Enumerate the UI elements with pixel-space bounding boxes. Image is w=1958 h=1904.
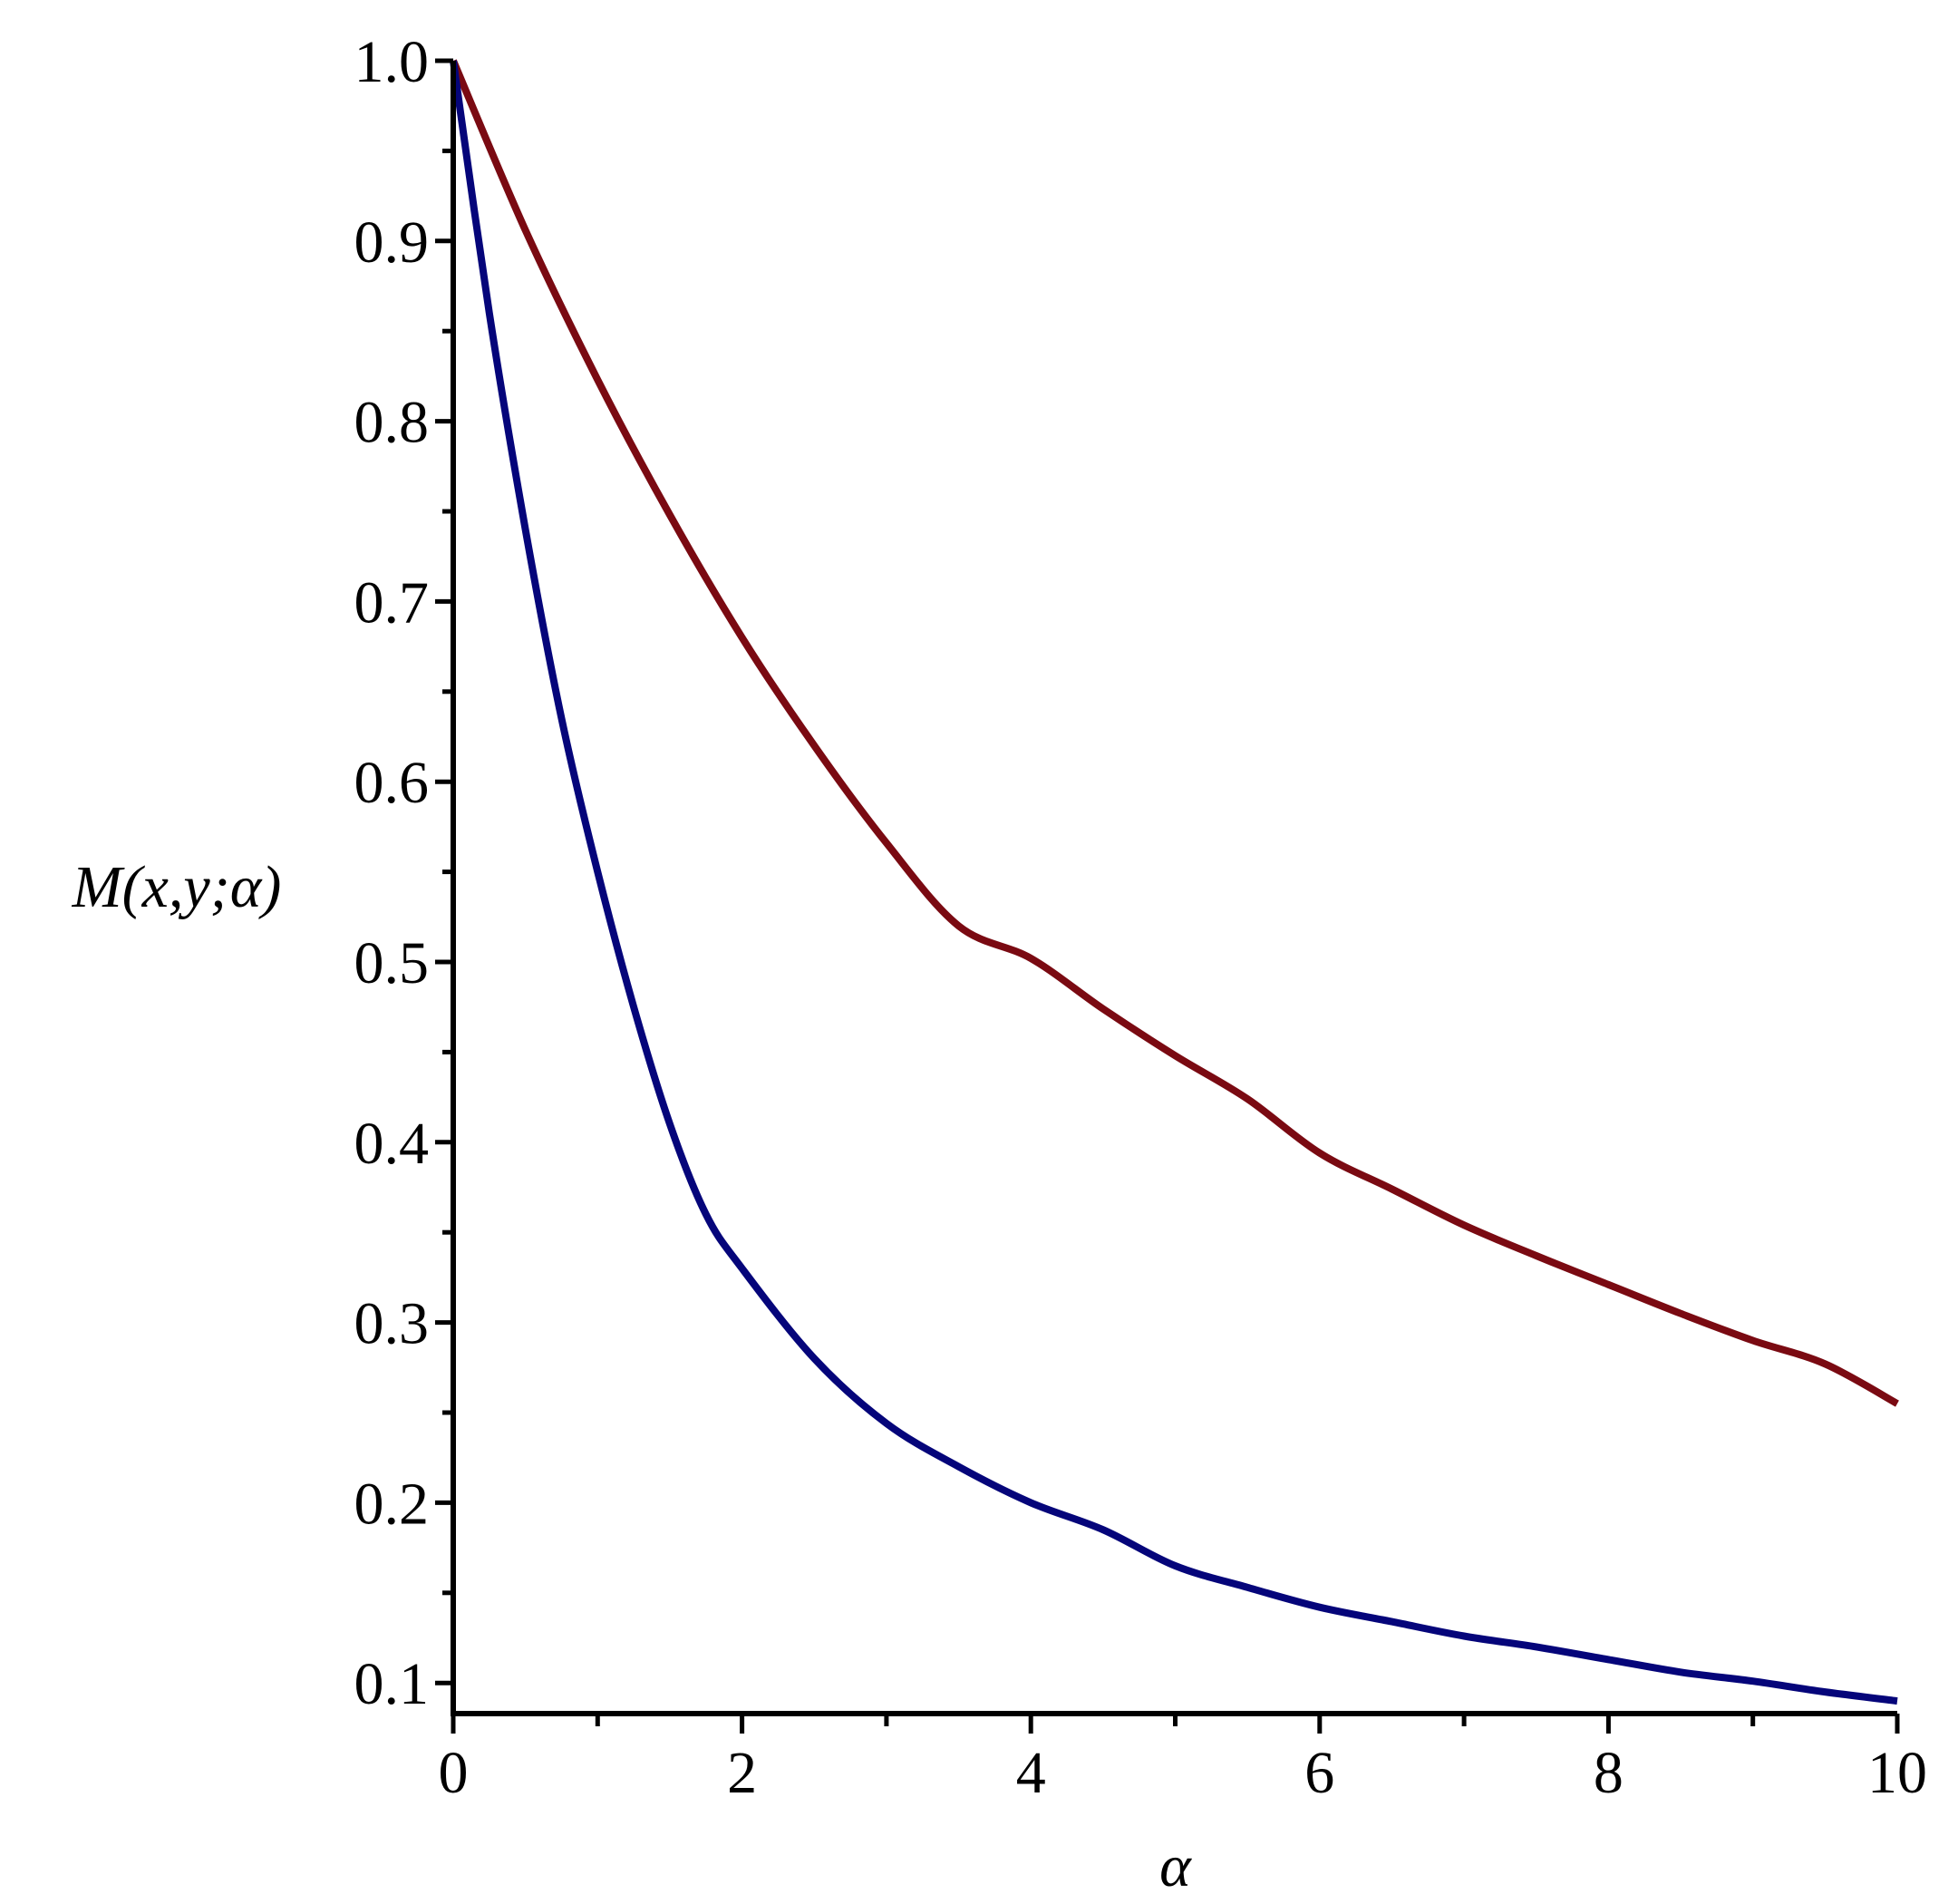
series-layer — [450, 59, 1899, 1705]
y-axis-title: M(x,y;α) — [72, 854, 282, 920]
y-ticks: 0.1 0.2 0.3 0.4 0.5 0.6 0.7 0.8 0.9 1.0 — [354, 29, 453, 1717]
series-1-line — [450, 59, 1899, 1407]
x-tick-label: 10 — [1867, 1740, 1927, 1806]
x-tick-label: 0 — [439, 1740, 469, 1806]
x-tick-label: 8 — [1594, 1740, 1624, 1806]
x-tick-label: 6 — [1304, 1740, 1334, 1806]
series-2-line — [450, 60, 1898, 1705]
x-axis-title: α — [1159, 1833, 1192, 1899]
y-tick-label: 0.5 — [354, 930, 430, 996]
y-tick-label: 1.0 — [354, 29, 430, 95]
y-tick-label: 0.3 — [354, 1291, 430, 1357]
y-tick-label: 0.1 — [354, 1651, 430, 1717]
x-tick-label: 2 — [727, 1740, 757, 1806]
y-tick-label: 0.2 — [354, 1471, 430, 1537]
y-tick-label: 0.4 — [354, 1111, 430, 1177]
y-tick-label: 0.6 — [354, 750, 430, 816]
y-tick-label: 0.9 — [354, 209, 430, 276]
x-tick-label: 4 — [1016, 1740, 1046, 1806]
x-ticks: 0 2 4 6 8 10 — [439, 1714, 1927, 1806]
y-tick-label: 0.8 — [354, 390, 430, 456]
y-tick-label: 0.7 — [354, 569, 430, 636]
